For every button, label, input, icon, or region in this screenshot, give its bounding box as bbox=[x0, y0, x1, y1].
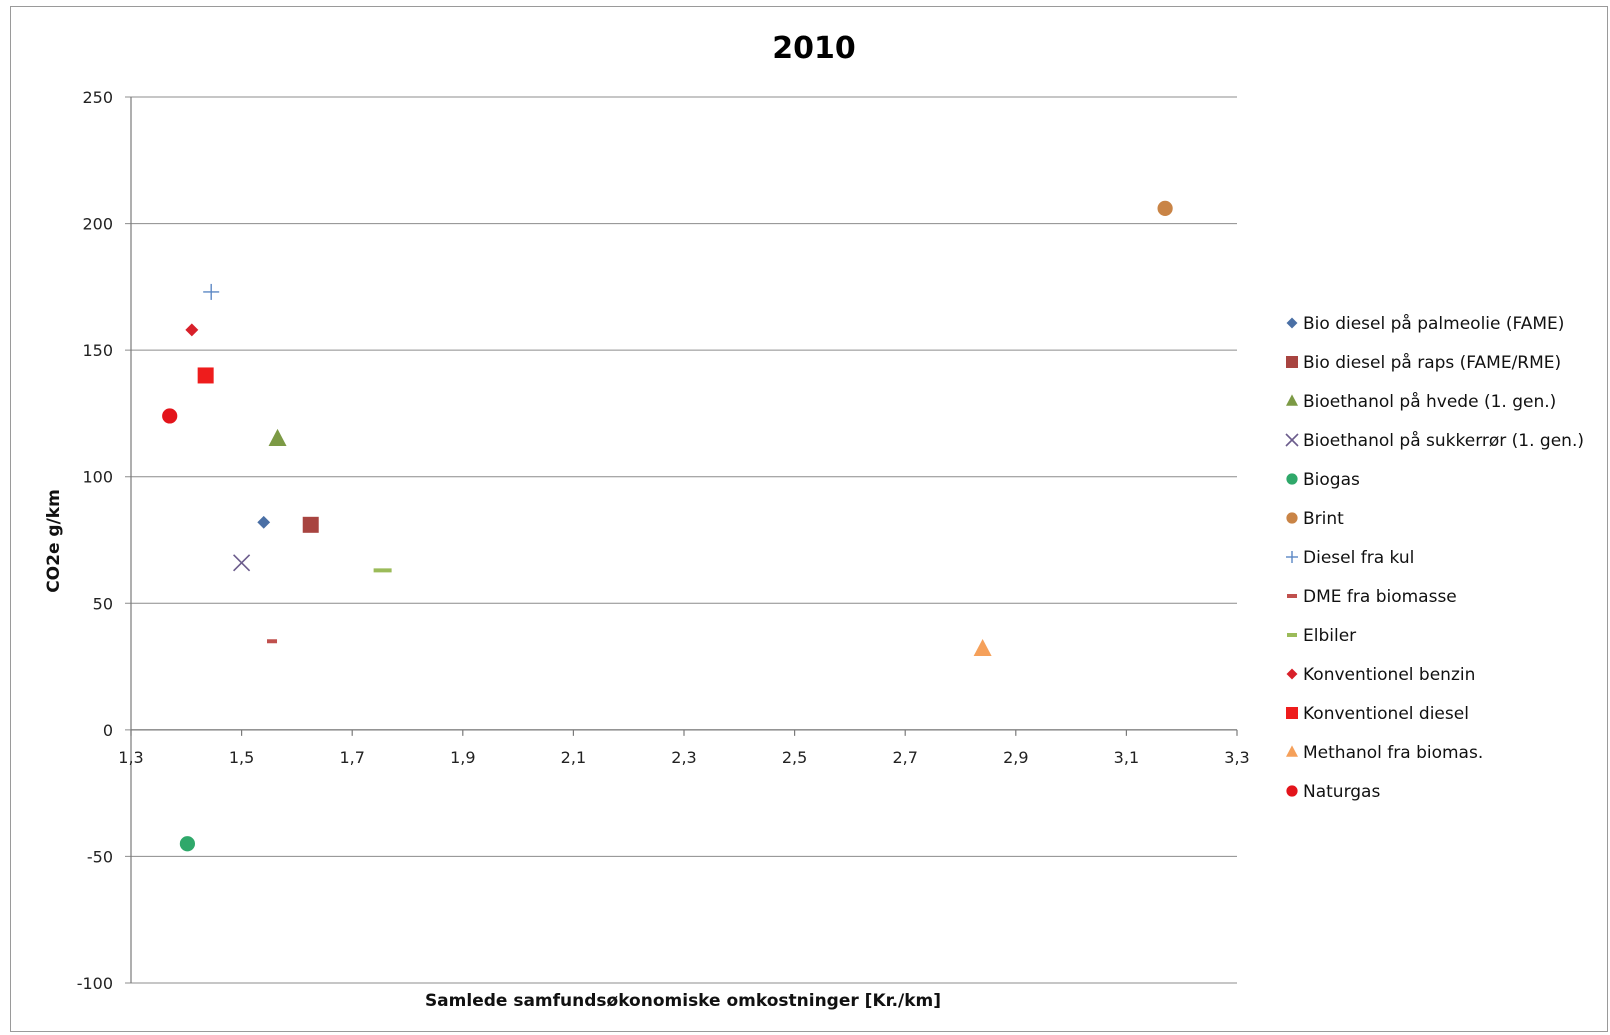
legend-item: DME fra biomasse bbox=[1287, 587, 1457, 607]
legend-label: Konventionel benzin bbox=[1303, 665, 1475, 685]
legend-marker bbox=[1286, 707, 1298, 719]
legend-marker bbox=[1285, 667, 1299, 681]
x-tick-label: 3,3 bbox=[1224, 748, 1249, 767]
y-tick-label: 250 bbox=[82, 88, 113, 107]
data-point bbox=[268, 428, 287, 446]
data-point bbox=[233, 554, 251, 572]
chart-frame bbox=[10, 6, 1608, 1032]
legend-marker bbox=[1285, 784, 1299, 798]
legend-item: Elbiler bbox=[1287, 626, 1356, 646]
legend-item: Bio diesel på raps (FAME/RME) bbox=[1286, 352, 1561, 373]
legend-marker bbox=[1287, 633, 1297, 637]
y-tick-label: -100 bbox=[77, 974, 113, 993]
legend-label: Biogas bbox=[1303, 470, 1360, 490]
legend-marker bbox=[1286, 394, 1298, 406]
legend-item: Brint bbox=[1285, 509, 1344, 529]
axes bbox=[130, 97, 1238, 983]
y-tick-label: 0 bbox=[103, 721, 113, 740]
x-tick-label: 2,9 bbox=[1003, 748, 1028, 767]
data-point bbox=[267, 639, 278, 644]
legend-marker bbox=[1286, 745, 1298, 757]
y-axis-label: CO2e g/km bbox=[44, 489, 64, 593]
legend-label: DME fra biomasse bbox=[1303, 587, 1457, 607]
data-point bbox=[203, 283, 220, 300]
legend-marker bbox=[1285, 472, 1299, 486]
legend-label: Diesel fra kul bbox=[1303, 548, 1414, 568]
legend-label: Brint bbox=[1303, 509, 1344, 529]
data-point bbox=[184, 322, 200, 338]
data-point bbox=[197, 367, 214, 384]
y-tick-label: 200 bbox=[82, 215, 113, 234]
legend-label: Konventionel diesel bbox=[1303, 704, 1469, 724]
x-tick-label: 2,7 bbox=[892, 748, 917, 767]
legend-item: Konventionel diesel bbox=[1286, 704, 1469, 724]
legend-marker bbox=[1285, 511, 1299, 525]
legend-marker bbox=[1286, 551, 1298, 563]
legend-marker bbox=[1285, 316, 1299, 330]
legend-marker bbox=[1285, 433, 1299, 447]
legend-item: Bio diesel på palmeolie (FAME) bbox=[1285, 313, 1564, 334]
legend-item: Naturgas bbox=[1285, 782, 1380, 802]
legend-marker-stroke bbox=[1285, 433, 1299, 447]
data-point bbox=[302, 516, 319, 533]
legend-label: Methanol fra biomas. bbox=[1303, 743, 1483, 763]
y-tick-label: -50 bbox=[87, 847, 113, 866]
legend-item: Diesel fra kul bbox=[1286, 548, 1414, 568]
y-tick-label: 50 bbox=[93, 594, 113, 613]
x-tick-label: 2,1 bbox=[561, 748, 586, 767]
legend-label: Bioethanol på hvede (1. gen.) bbox=[1303, 391, 1556, 412]
legend-marker bbox=[1287, 594, 1297, 598]
data-points bbox=[161, 199, 1174, 853]
x-tick-label: 1,7 bbox=[339, 748, 364, 767]
y-tick-label: 100 bbox=[82, 468, 113, 487]
legend-label: Naturgas bbox=[1303, 782, 1380, 802]
data-point-stroke bbox=[233, 554, 251, 572]
legend-marker bbox=[1286, 356, 1298, 368]
x-axis-label: Samlede samfundsøkonomiske omkostninger … bbox=[425, 991, 941, 1011]
legend: Bio diesel på palmeolie (FAME) Bio diesel… bbox=[1285, 313, 1584, 802]
legend-item: Konventionel benzin bbox=[1285, 665, 1475, 685]
y-tick-label: 150 bbox=[82, 341, 113, 360]
legend-item: Methanol fra biomas. bbox=[1286, 743, 1483, 763]
data-point bbox=[256, 514, 272, 530]
gridlines bbox=[125, 96, 1237, 984]
x-tick-label: 3,1 bbox=[1114, 748, 1139, 767]
data-point bbox=[973, 638, 992, 657]
legend-label: Bio diesel på raps (FAME/RME) bbox=[1303, 352, 1561, 373]
data-point bbox=[179, 835, 196, 853]
legend-item: Bioethanol på hvede (1. gen.) bbox=[1286, 391, 1556, 412]
data-point bbox=[1156, 199, 1174, 217]
x-tick-label: 2,3 bbox=[671, 748, 696, 767]
legend-item: Bioethanol på sukkerrør (1. gen.) bbox=[1285, 430, 1584, 451]
legend-label: Bio diesel på palmeolie (FAME) bbox=[1303, 313, 1564, 334]
chart-title: 2010 bbox=[772, 31, 856, 66]
legend-item: Biogas bbox=[1285, 470, 1360, 490]
x-tick-label: 2,5 bbox=[782, 748, 807, 767]
x-tick-label: 1,5 bbox=[229, 748, 254, 767]
tick-labels: 250 200 150 100 50 0 -50 -100 1,3 1,5 1,7 1,9 2,1 2,3… bbox=[77, 88, 1250, 993]
legend-label: Elbiler bbox=[1303, 626, 1356, 646]
x-tick-label: 1,3 bbox=[118, 748, 143, 767]
legend-label: Bioethanol på sukkerrør (1. gen.) bbox=[1303, 430, 1584, 451]
data-point bbox=[373, 568, 392, 573]
data-point bbox=[161, 407, 179, 425]
x-tick-label: 1,9 bbox=[450, 748, 475, 767]
